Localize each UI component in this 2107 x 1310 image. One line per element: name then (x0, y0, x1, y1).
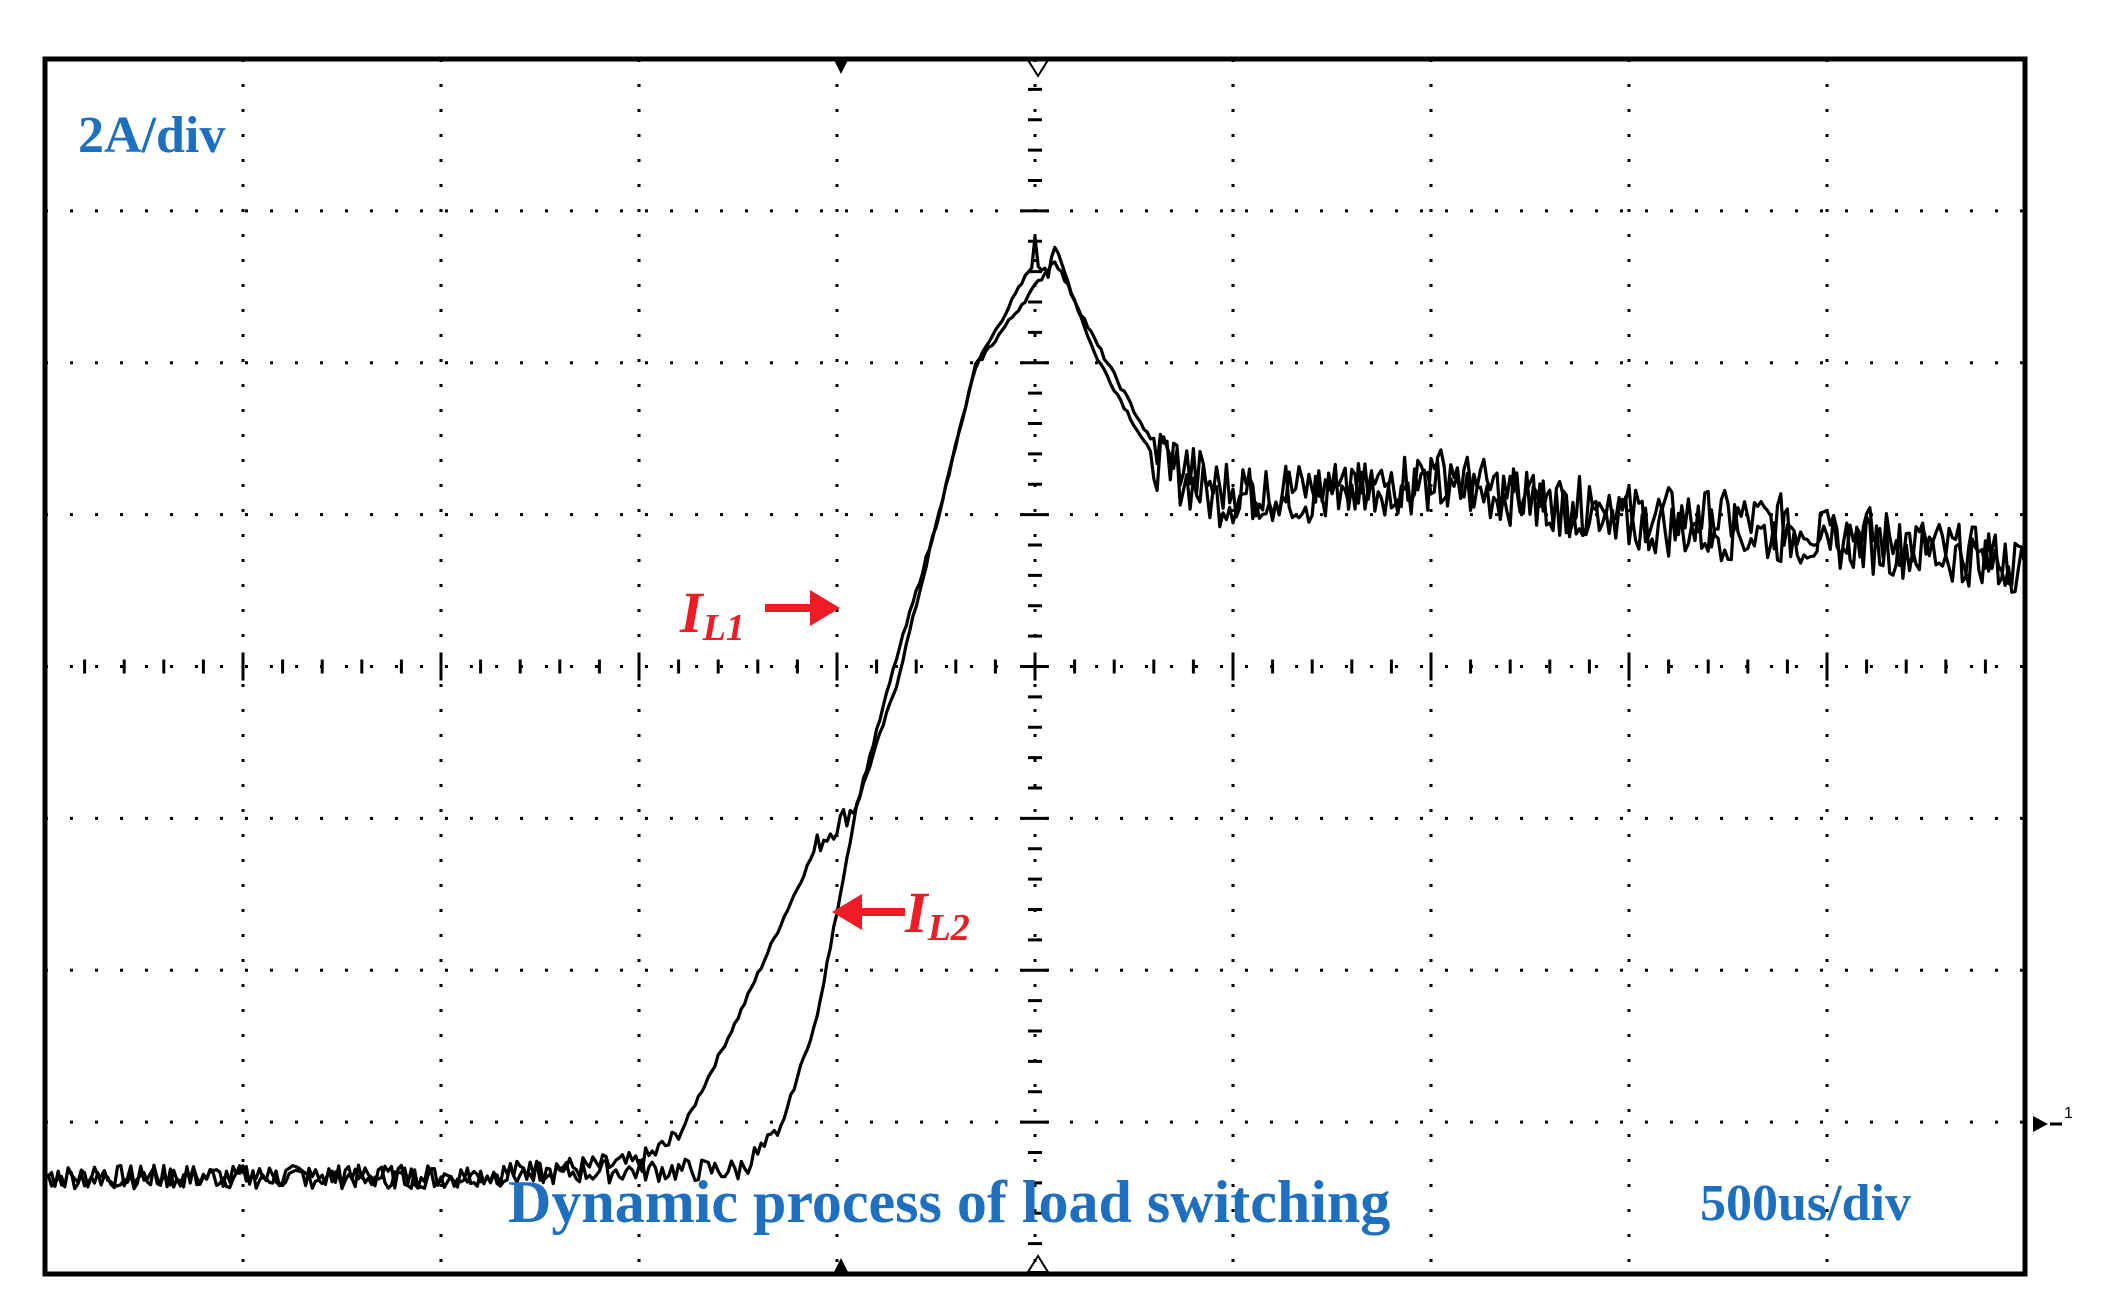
annotation-il1-label: IL1 (679, 580, 745, 649)
ground-marker-icon (2033, 1116, 2048, 1132)
annotation-il1-symbol: I (679, 580, 705, 645)
annotation-il2: IL2 (832, 880, 970, 949)
annotation-il2-arrow-head (832, 894, 862, 930)
grid (43, 57, 2027, 1276)
center-marker-bottom (1026, 1254, 1050, 1273)
annotation-il1: IL1 (679, 580, 840, 649)
center-marker-top (1026, 59, 1050, 78)
annotation-il2-label: IL2 (904, 880, 970, 949)
chart-caption: Dynamic process of load switching (508, 1169, 1390, 1235)
annotation-il1-arrow-head (810, 590, 840, 626)
vertical-scale-label: 2A/div (78, 107, 225, 164)
time-scale-label: 500us/div (1700, 1175, 1911, 1232)
annotation-il2-symbol: I (904, 880, 930, 945)
trace-il1 (44, 235, 2027, 1191)
trigger-marker-top (834, 60, 848, 74)
annotation-il2-sub: L2 (927, 907, 970, 949)
trace-il2 (44, 260, 2027, 1191)
ground-marker-label: 1 (2064, 1105, 2073, 1122)
trigger-marker-bottom (834, 1258, 848, 1272)
ground-marker: 1 (2033, 1105, 2073, 1132)
annotation-il1-sub: L1 (702, 607, 745, 649)
traces (44, 235, 2027, 1191)
